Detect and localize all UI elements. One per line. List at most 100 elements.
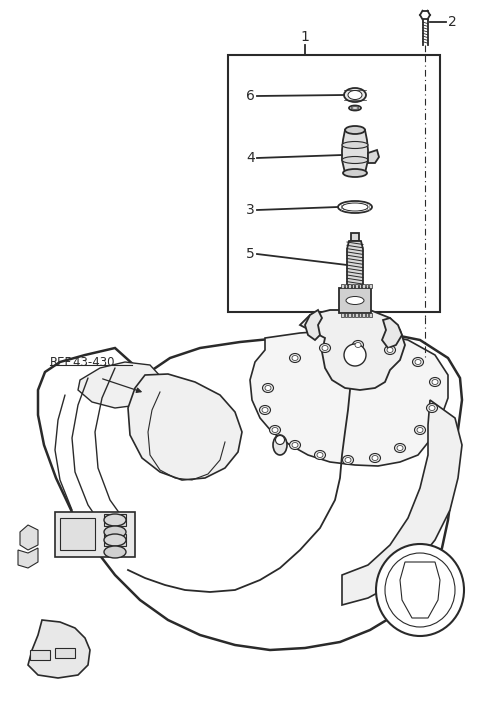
Ellipse shape	[317, 453, 323, 458]
Bar	[362, 284, 364, 288]
Polygon shape	[18, 548, 38, 568]
Polygon shape	[20, 525, 38, 550]
Ellipse shape	[262, 407, 268, 412]
Ellipse shape	[348, 91, 362, 99]
Polygon shape	[368, 150, 379, 163]
Ellipse shape	[342, 156, 368, 164]
Polygon shape	[347, 241, 363, 288]
Bar	[369, 313, 372, 317]
Bar	[348, 313, 350, 317]
Ellipse shape	[273, 435, 287, 455]
Bar	[339, 288, 371, 313]
Bar	[365, 313, 368, 317]
Ellipse shape	[430, 378, 441, 386]
Bar	[55, 512, 135, 557]
Polygon shape	[300, 310, 405, 390]
Bar	[341, 313, 344, 317]
Text: REF.43-430: REF.43-430	[50, 355, 116, 368]
Ellipse shape	[289, 353, 300, 363]
Bar	[369, 284, 372, 288]
Ellipse shape	[415, 425, 425, 435]
Ellipse shape	[432, 379, 438, 384]
Bar	[228, 55, 440, 312]
Bar	[351, 313, 354, 317]
Text: 3: 3	[246, 203, 255, 217]
Bar	[341, 284, 344, 288]
Bar	[55, 648, 75, 658]
Ellipse shape	[338, 201, 372, 213]
Ellipse shape	[320, 343, 331, 353]
Ellipse shape	[344, 88, 366, 102]
Text: 1: 1	[300, 30, 310, 44]
Ellipse shape	[412, 358, 423, 366]
Polygon shape	[382, 318, 402, 348]
Ellipse shape	[344, 344, 366, 366]
Ellipse shape	[429, 405, 435, 410]
Ellipse shape	[349, 105, 361, 110]
Ellipse shape	[385, 553, 455, 627]
Ellipse shape	[427, 404, 437, 412]
Ellipse shape	[417, 428, 423, 433]
Bar	[104, 514, 126, 526]
Bar	[362, 313, 364, 317]
Ellipse shape	[351, 107, 359, 110]
Bar	[359, 313, 361, 317]
Polygon shape	[250, 330, 448, 466]
Bar	[345, 284, 347, 288]
Ellipse shape	[345, 126, 365, 134]
Ellipse shape	[397, 446, 403, 451]
Bar	[355, 284, 358, 288]
Ellipse shape	[292, 355, 298, 360]
Ellipse shape	[292, 443, 298, 448]
Ellipse shape	[342, 141, 368, 149]
Text: 5: 5	[246, 247, 255, 261]
Polygon shape	[342, 130, 368, 173]
Bar	[30, 650, 50, 660]
Ellipse shape	[104, 526, 126, 538]
Ellipse shape	[345, 458, 351, 462]
Bar	[351, 284, 354, 288]
Bar	[359, 284, 361, 288]
Ellipse shape	[276, 435, 285, 445]
Polygon shape	[128, 374, 242, 480]
Ellipse shape	[384, 345, 396, 355]
Polygon shape	[28, 620, 90, 678]
Ellipse shape	[395, 443, 406, 453]
Ellipse shape	[260, 405, 271, 415]
Ellipse shape	[352, 340, 363, 350]
Ellipse shape	[343, 169, 367, 177]
Ellipse shape	[415, 360, 421, 365]
Ellipse shape	[387, 348, 393, 353]
Bar	[60, 518, 95, 550]
Ellipse shape	[343, 456, 353, 464]
Polygon shape	[38, 330, 462, 650]
Text: 4: 4	[246, 151, 255, 165]
Ellipse shape	[372, 456, 378, 461]
Ellipse shape	[104, 534, 126, 546]
Bar	[345, 313, 347, 317]
Bar	[365, 284, 368, 288]
Ellipse shape	[265, 386, 271, 391]
Polygon shape	[400, 562, 440, 618]
Ellipse shape	[269, 425, 280, 435]
Ellipse shape	[289, 441, 300, 449]
Ellipse shape	[346, 296, 364, 304]
Polygon shape	[305, 310, 322, 340]
Ellipse shape	[272, 428, 278, 433]
Bar	[104, 534, 126, 546]
Ellipse shape	[376, 544, 464, 636]
Polygon shape	[351, 233, 359, 241]
Ellipse shape	[342, 203, 368, 211]
Ellipse shape	[370, 454, 381, 462]
Bar	[348, 284, 350, 288]
Polygon shape	[342, 400, 462, 605]
Text: 2: 2	[448, 15, 457, 29]
Ellipse shape	[355, 342, 361, 348]
Text: 6: 6	[246, 89, 255, 103]
Ellipse shape	[314, 451, 325, 459]
Ellipse shape	[104, 546, 126, 558]
Ellipse shape	[104, 514, 126, 526]
Ellipse shape	[322, 345, 328, 350]
Polygon shape	[78, 362, 162, 408]
Ellipse shape	[263, 384, 274, 392]
